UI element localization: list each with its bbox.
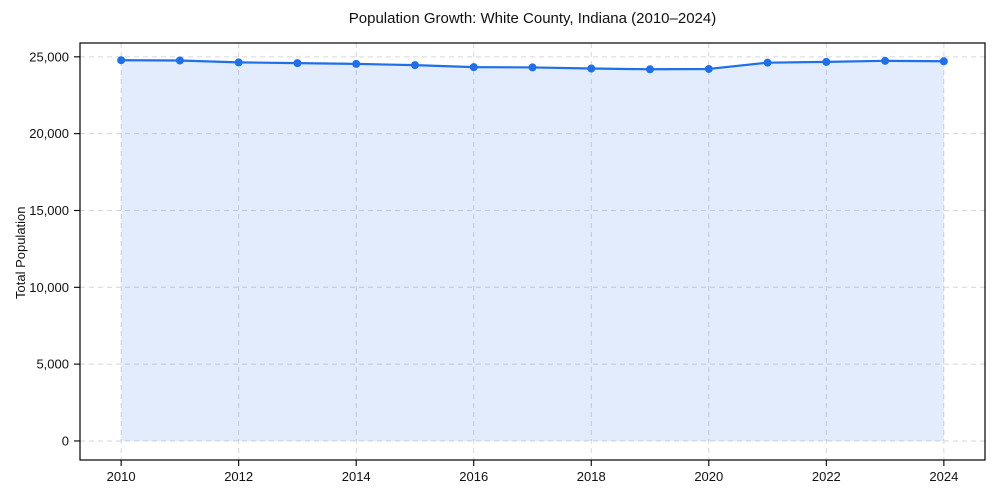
data-point-marker <box>117 56 126 65</box>
x-tick-label: 2018 <box>577 469 606 484</box>
x-tick-label: 2012 <box>224 469 253 484</box>
data-point-marker <box>234 58 243 67</box>
y-tick-label: 0 <box>62 433 69 448</box>
x-tick-label: 2010 <box>107 469 136 484</box>
y-tick-label: 25,000 <box>29 49 69 64</box>
data-point-marker <box>939 57 948 66</box>
data-point-marker <box>293 59 302 68</box>
data-point-marker <box>587 64 596 73</box>
data-point-marker <box>822 57 831 66</box>
area-fill <box>121 60 944 441</box>
data-point-marker <box>881 56 890 65</box>
x-tick-label: 2020 <box>694 469 723 484</box>
data-point-marker <box>763 58 772 67</box>
y-tick-label: 20,000 <box>29 126 69 141</box>
y-tick-label: 15,000 <box>29 203 69 218</box>
x-tick-label: 2014 <box>342 469 371 484</box>
plot-border <box>79 42 986 461</box>
data-point-marker <box>410 61 419 70</box>
x-tick-label: 2016 <box>459 469 488 484</box>
data-point-marker <box>175 56 184 65</box>
x-tick-label: 2022 <box>812 469 841 484</box>
data-point-marker <box>352 59 361 68</box>
x-tick-label: 2024 <box>929 469 958 484</box>
y-tick-label: 5,000 <box>36 357 69 372</box>
data-point-marker <box>528 63 537 72</box>
data-point-marker <box>646 65 655 74</box>
chart-title: Population Growth: White County, Indiana… <box>348 10 717 27</box>
data-point-marker <box>469 63 478 72</box>
y-tick-label: 10,000 <box>29 280 69 295</box>
data-point-marker <box>704 64 713 73</box>
